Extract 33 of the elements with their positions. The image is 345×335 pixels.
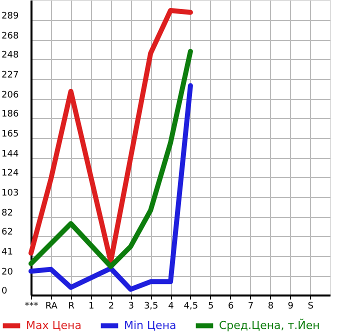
legend-label: Min Цена xyxy=(124,318,176,332)
x-tick-label: RA xyxy=(45,302,58,312)
x-tick-label: 4,5 xyxy=(184,302,198,312)
y-tick-label: 248 xyxy=(2,50,19,60)
legend-label: Max Цена xyxy=(26,318,82,332)
x-tick-label: 8 xyxy=(268,302,274,312)
y-tick-label: 62 xyxy=(2,228,13,238)
x-tick-label: 4 xyxy=(168,302,174,312)
y-tick-label: 289 xyxy=(2,11,19,22)
x-tick-label: 2 xyxy=(108,302,114,312)
y-tick-label: 20 xyxy=(2,267,14,278)
x-tick-label: *** xyxy=(24,302,39,312)
x-tick-label: 6 xyxy=(228,302,234,312)
y-tick-label: 124 xyxy=(2,168,19,178)
y-tick-label: 103 xyxy=(2,188,19,198)
y-tick-label: 227 xyxy=(2,70,19,80)
y-tick-label: 268 xyxy=(2,31,19,42)
x-tick-label: 3 xyxy=(128,302,134,312)
x-tick-label: 9 xyxy=(288,302,294,312)
legend-label: Сред.Цена, т.Йен xyxy=(219,318,320,332)
y-tick-label: 206 xyxy=(2,90,19,100)
x-tick-label: 1 xyxy=(88,302,94,312)
x-tick-label: 5 xyxy=(208,302,214,312)
y-tick-label: 41 xyxy=(2,247,13,258)
y-tick-label: 165 xyxy=(2,129,19,140)
y-tick-label: 82 xyxy=(2,208,13,218)
y-tick-label: 0 xyxy=(2,286,8,296)
y-tick-label: 186 xyxy=(2,110,19,120)
y-tick-label: 144 xyxy=(2,149,19,160)
x-tick-label: 7 xyxy=(248,302,254,312)
x-tick-label: R xyxy=(68,302,74,312)
x-tick-label: 3,5 xyxy=(144,302,158,312)
x-tick-label: S xyxy=(308,302,314,312)
